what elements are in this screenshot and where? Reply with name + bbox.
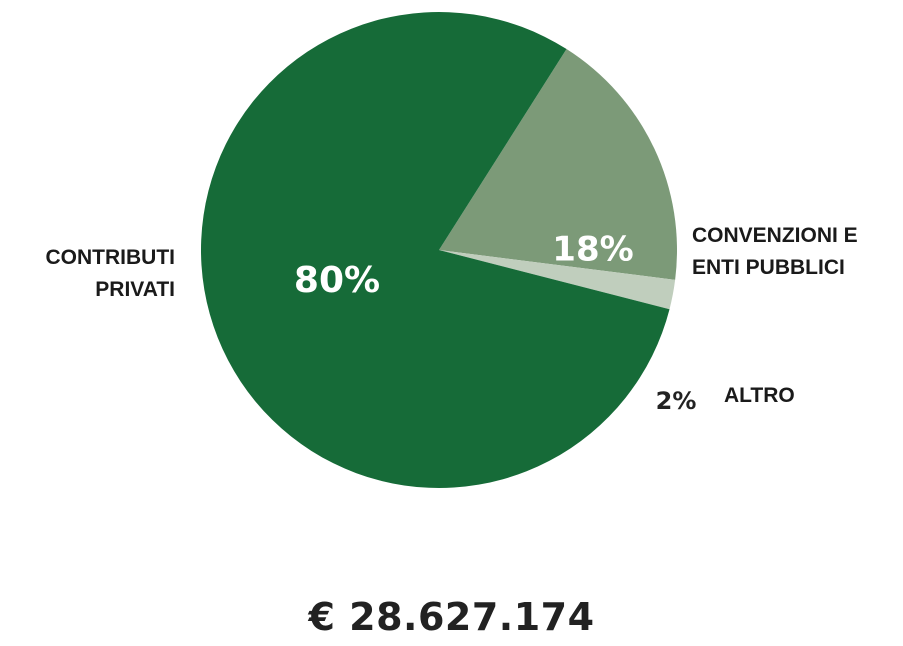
- slice-label-contributi-privati: CONTRIBUTI PRIVATI: [0, 242, 176, 306]
- slice-value-label: 18%: [552, 230, 633, 270]
- slice-label-altro: ALTRO: [724, 380, 795, 412]
- slice-label-convenzioni: CONVENZIONI E ENTI PUBBLICI: [692, 220, 902, 284]
- slice-label-line: PRIVATI: [95, 278, 175, 301]
- pie-slice-contributi-privati: [201, 11, 670, 488]
- slice-value-label: 2%: [656, 387, 697, 415]
- pie-slice-convenzioni-e-enti-pubblici: [439, 49, 677, 280]
- pie-slice-altro: [439, 250, 676, 310]
- slice-value-label: 80%: [294, 260, 380, 301]
- slice-label-line: ALTRO: [724, 384, 795, 407]
- slice-label-line: CONTRIBUTI: [45, 246, 176, 269]
- slice-label-line: ENTI PUBBLICI: [692, 256, 845, 279]
- total-amount: € 28.627.174: [308, 595, 595, 639]
- slice-label-line: CONVENZIONI E: [692, 224, 858, 247]
